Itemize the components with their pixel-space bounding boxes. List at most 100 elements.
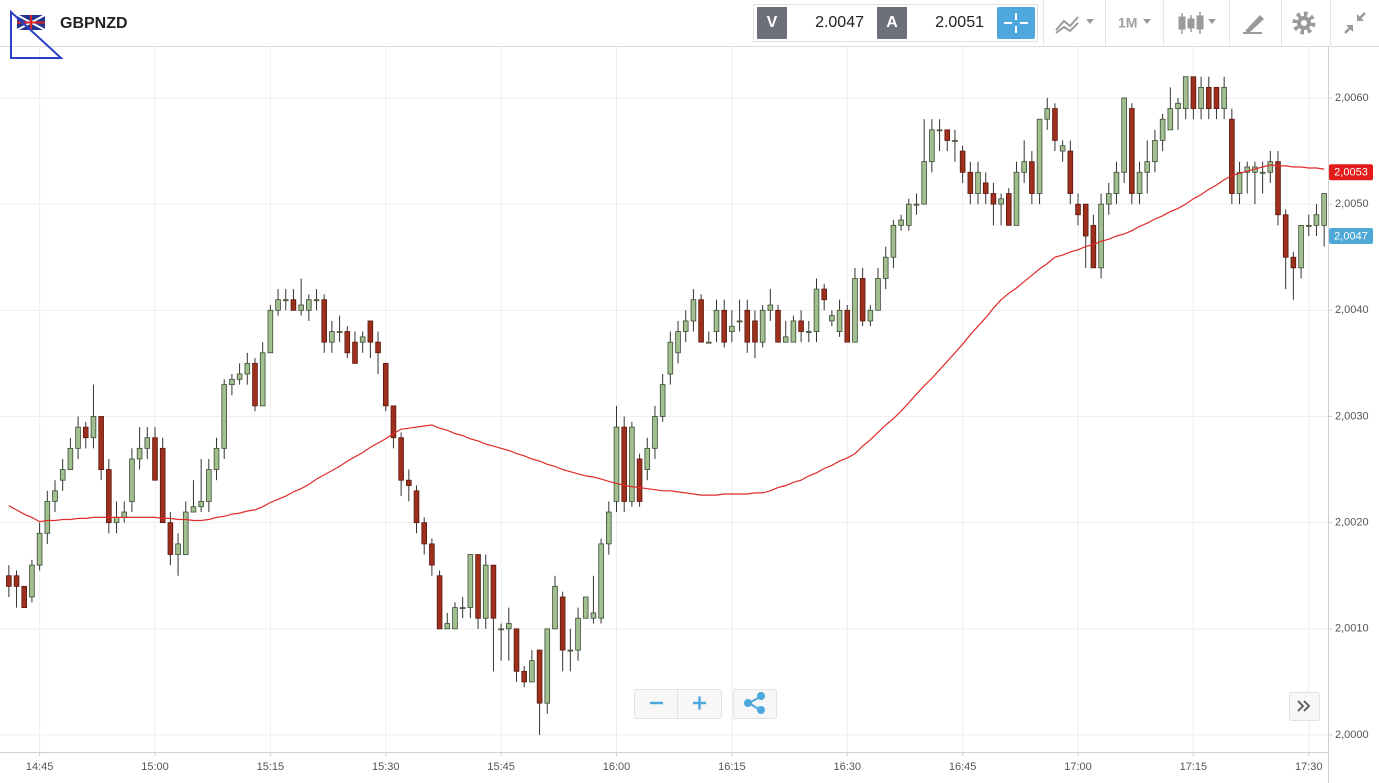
collapse-button[interactable]: [1344, 12, 1366, 34]
x-tick-label: 15:00: [141, 761, 169, 773]
candle-body: [759, 309, 766, 343]
candle-body: [821, 288, 827, 301]
candle-body: [359, 336, 366, 343]
candle-body: [906, 203, 912, 226]
candle-body: [90, 416, 97, 439]
candle-body: [329, 331, 335, 343]
candle-body: [659, 384, 666, 417]
sell-button[interactable]: V 2.0047: [757, 7, 864, 39]
candle-body: [867, 309, 874, 322]
candle-body: [506, 623, 512, 630]
candle-body: [398, 437, 404, 481]
candle-body: [998, 198, 1004, 205]
candle-body: [929, 129, 935, 163]
candle-body: [382, 363, 389, 407]
x-tick-label: 16:45: [949, 761, 977, 773]
candle-body: [636, 458, 643, 502]
timeframe-button[interactable]: 1M: [1118, 15, 1151, 31]
candle-body: [1013, 171, 1020, 226]
candle-body: [198, 501, 204, 508]
candle-body: [475, 554, 481, 619]
price-marker-label: 2,0053: [1334, 167, 1368, 179]
candle-body: [1236, 171, 1243, 194]
candle-body: [75, 426, 81, 449]
candle-body: [944, 129, 951, 141]
x-tick-label: 16:00: [603, 761, 631, 773]
candle-body: [159, 447, 166, 524]
candle-body: [767, 304, 774, 311]
bid-label[interactable]: V: [767, 14, 778, 31]
candle-body: [321, 299, 327, 343]
ask-label[interactable]: A: [886, 14, 898, 31]
candle-body: [167, 522, 174, 555]
x-tick-label: 14:45: [26, 761, 54, 773]
candle-body: [106, 469, 112, 524]
buy-button[interactable]: A 2.0051: [877, 7, 984, 39]
candle-body: [29, 564, 35, 598]
candle-body: [975, 171, 981, 194]
candle-body: [1167, 108, 1174, 131]
candle-body: [1282, 214, 1289, 258]
candle-body: [390, 405, 397, 439]
bid-price[interactable]: 2.0047: [815, 14, 864, 31]
candle-body: [1175, 102, 1181, 109]
candle-body: [1021, 161, 1027, 173]
y-tick-label: 2,0040: [1335, 304, 1369, 316]
candle-body: [675, 331, 681, 354]
candle-body: [959, 150, 966, 173]
candle-body: [1152, 140, 1158, 163]
candle-body: [782, 336, 789, 343]
share-button[interactable]: [744, 692, 765, 714]
candle-body: [52, 490, 58, 502]
candle-body: [1098, 203, 1104, 269]
candle-body: [182, 511, 189, 555]
timeframe[interactable]: 1M: [1118, 15, 1137, 31]
candle-body: [790, 320, 797, 343]
candle-body: [629, 426, 635, 502]
candle-body: [459, 607, 466, 610]
candle-body: [275, 299, 281, 311]
candle-body: [836, 309, 843, 332]
candle-body: [67, 447, 74, 470]
candle-body: [1190, 76, 1197, 109]
candle-body: [221, 384, 228, 449]
candle-body: [729, 325, 735, 332]
candle-body: [467, 554, 474, 609]
candle-body: [1298, 224, 1304, 269]
candle-body: [1159, 118, 1166, 141]
candle-body: [1029, 161, 1035, 194]
candle-body: [375, 341, 381, 354]
crosshair-button[interactable]: [997, 7, 1035, 39]
candle-body: [1267, 161, 1274, 173]
drawing-button[interactable]: [1243, 15, 1264, 34]
candle-body: [713, 309, 720, 332]
candle-body: [859, 278, 866, 322]
candle-body: [121, 511, 128, 518]
settings-button[interactable]: [1292, 11, 1316, 35]
candle-body: [175, 543, 181, 555]
candle-body: [829, 315, 835, 322]
candle-body: [582, 596, 589, 619]
corner-marker: [10, 9, 64, 59]
zoom-in-button[interactable]: [693, 696, 706, 710]
x-tick-label: 16:30: [833, 761, 861, 773]
candle-body: [744, 309, 751, 343]
candle-body: [598, 543, 604, 619]
candle-body: [967, 171, 974, 194]
candle-body: [21, 585, 28, 609]
scroll-latest-button[interactable]: [1289, 692, 1320, 721]
y-tick-label: 2,0030: [1335, 410, 1369, 422]
candle-body: [1198, 86, 1204, 109]
zoom-controls: [634, 689, 777, 719]
candle-type-button[interactable]: [1178, 12, 1216, 34]
price-marker: [1329, 164, 1373, 181]
ask-price[interactable]: 2.0051: [935, 14, 984, 31]
candle-body: [1259, 171, 1266, 174]
chart-style-button[interactable]: [1055, 16, 1094, 34]
candle-body: [1275, 161, 1281, 216]
candle-body: [498, 628, 504, 631]
candle-body: [644, 447, 651, 470]
candle-body: [590, 612, 597, 619]
candle-body: [421, 522, 427, 545]
